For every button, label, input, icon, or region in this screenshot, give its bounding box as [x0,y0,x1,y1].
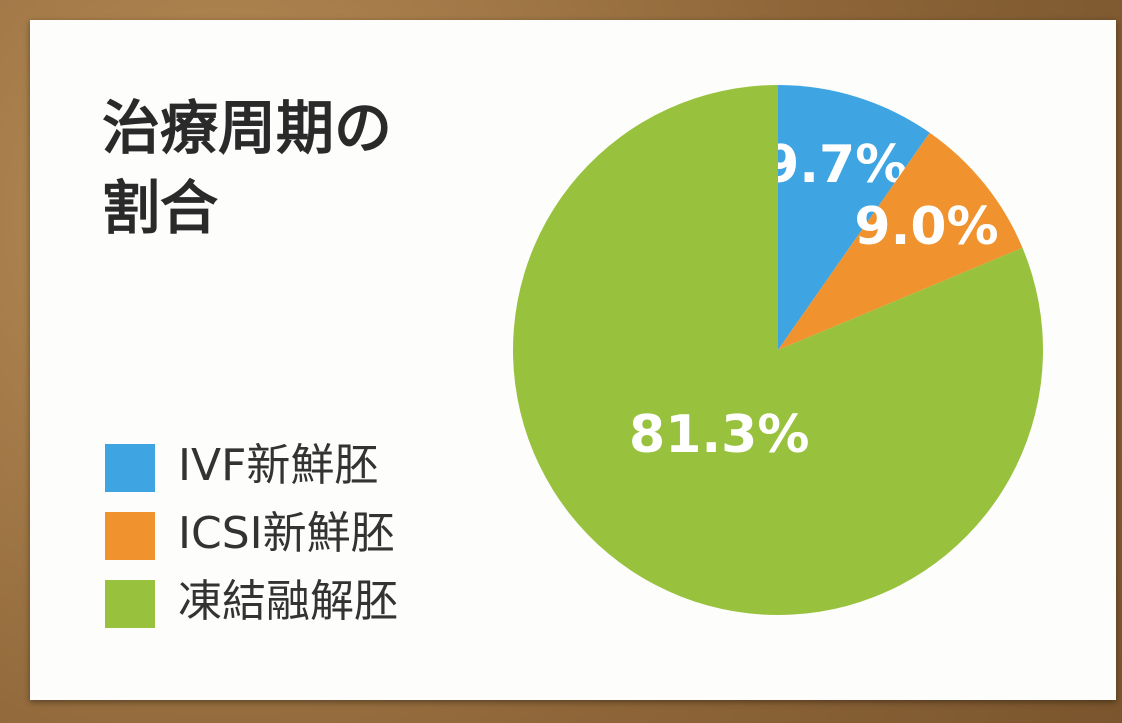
data-label: 9.0% [854,197,998,257]
data-label: 81.3% [629,405,809,465]
legend-swatch [105,580,155,628]
pie-slice [778,132,1023,350]
legend-swatch [105,444,155,492]
pie-slice [778,85,930,350]
legend-label: 凍結融解胚 [178,576,398,627]
card: 治療周期の割合 9.7% 9.0% 81.3% IVF新鮮胚 ICSI新鮮胚 凍結融解胚 [30,20,1116,700]
legend-swatch [105,512,155,560]
data-label: 9.7% [763,135,907,195]
chart-title: 治療周期の割合 [102,94,393,242]
legend-label: IVF新鮮胚 [178,440,378,491]
pie-slice [513,85,1044,616]
legend-label: ICSI新鮮胚 [178,508,395,559]
